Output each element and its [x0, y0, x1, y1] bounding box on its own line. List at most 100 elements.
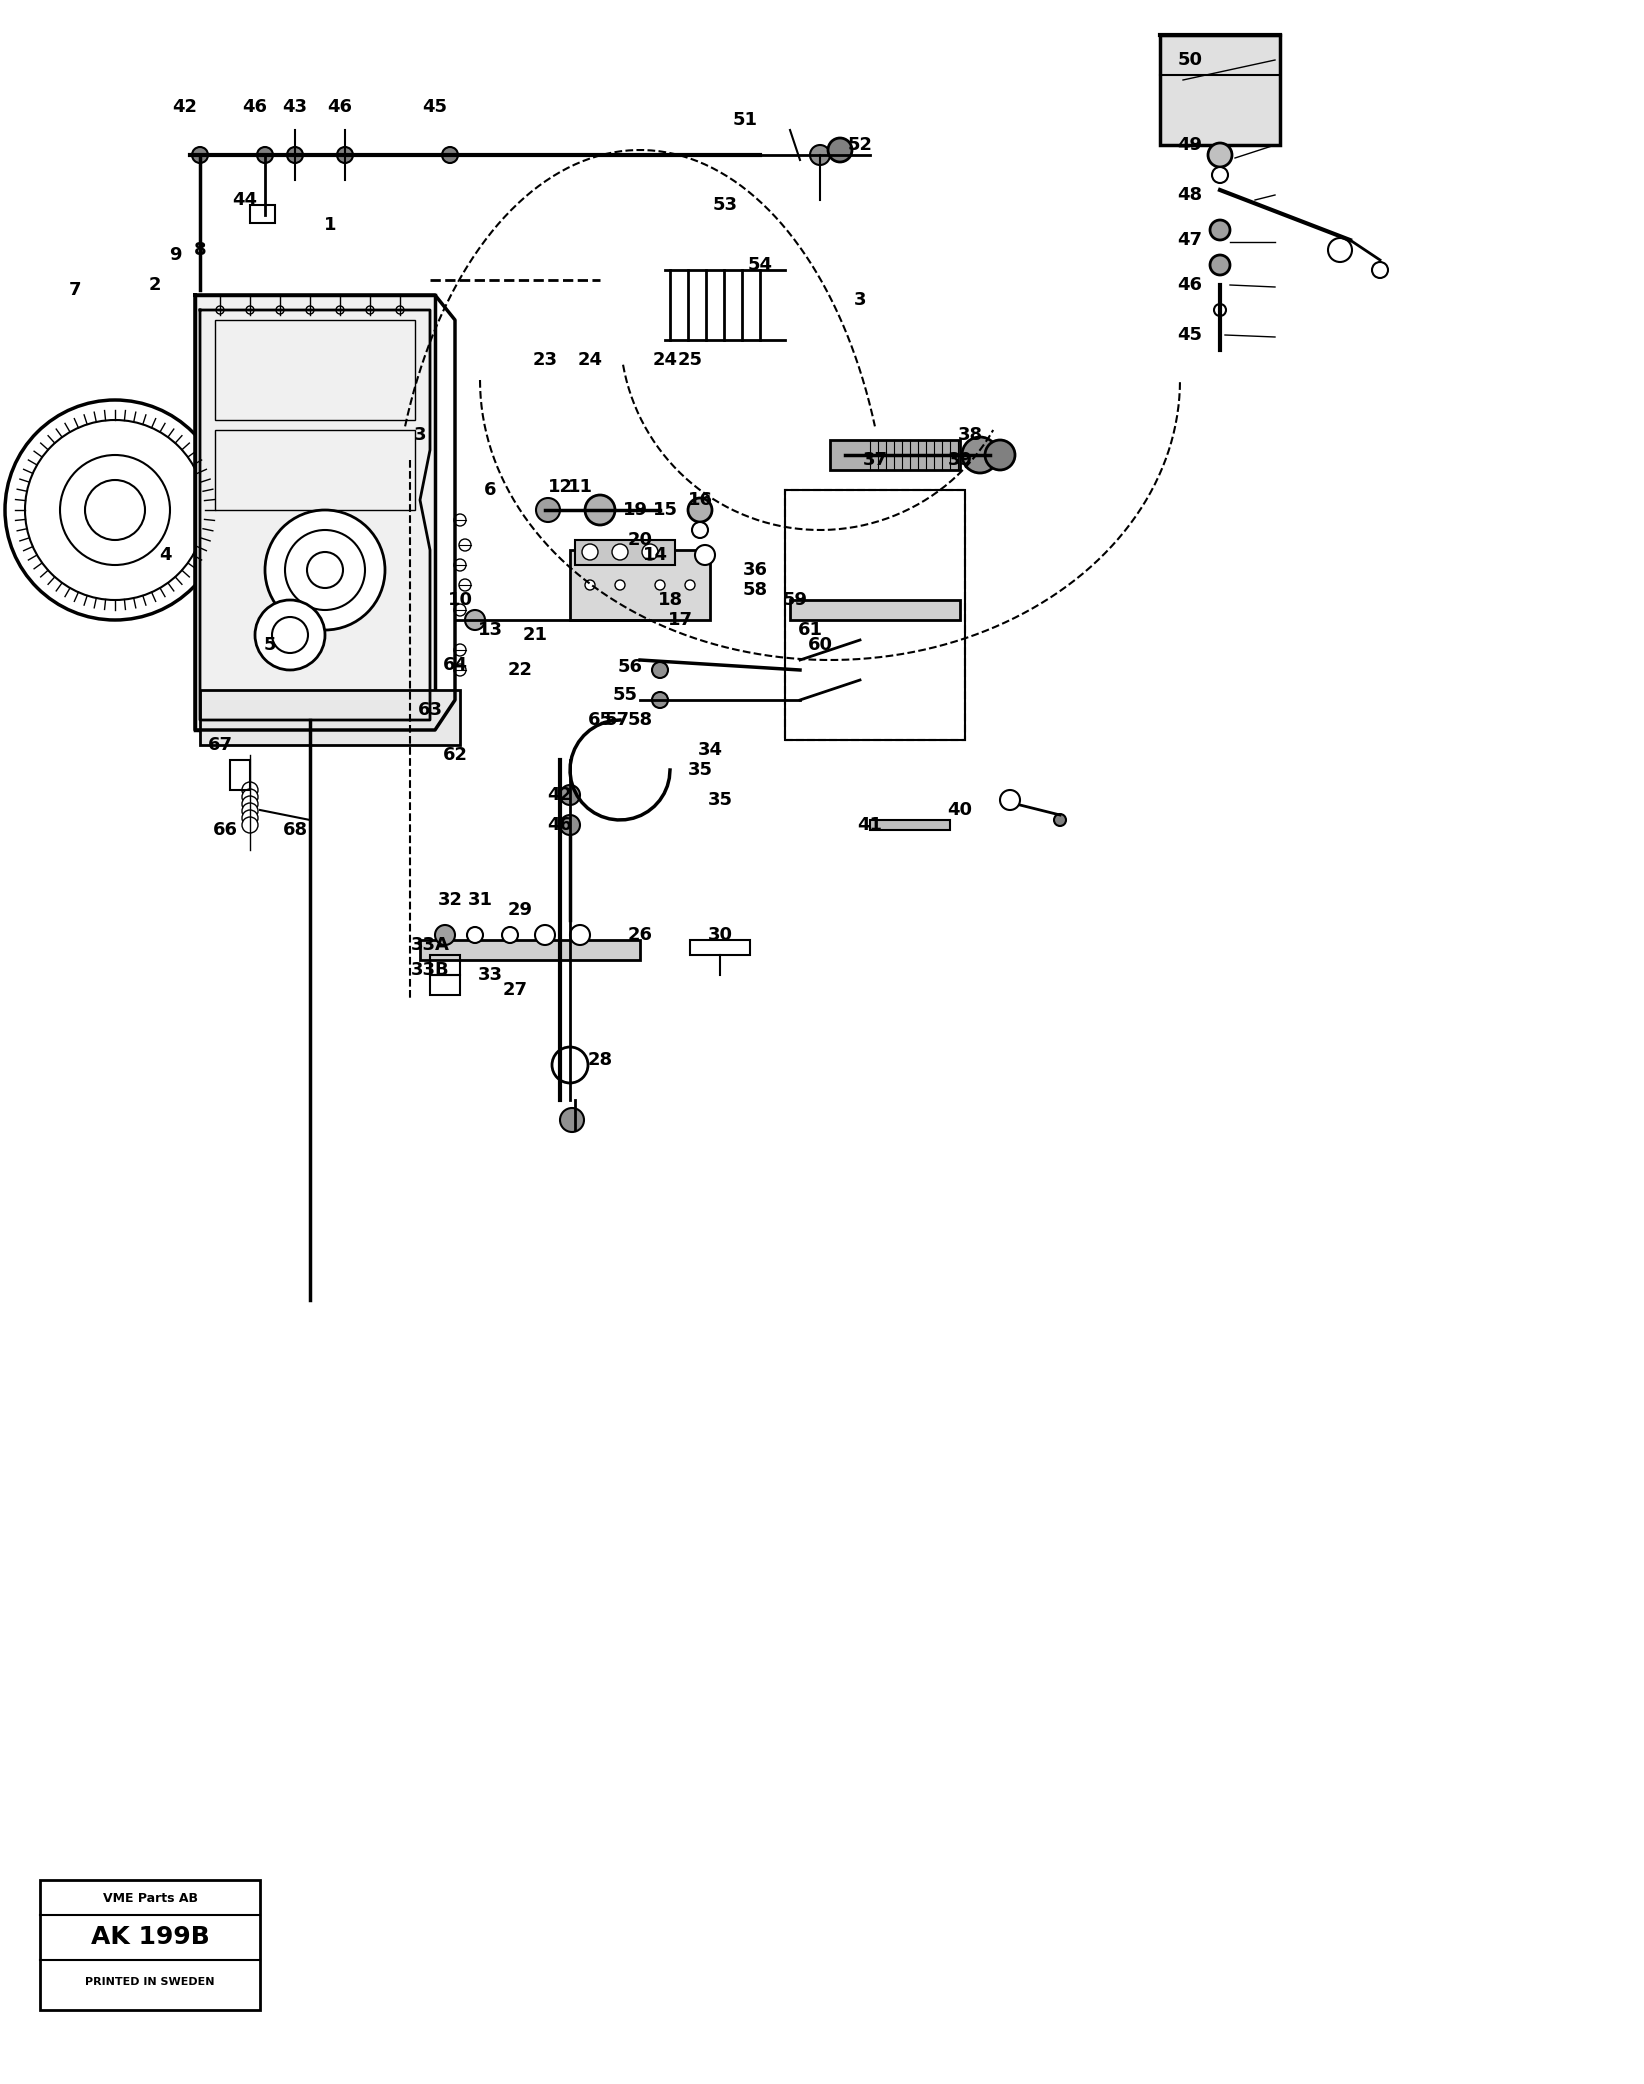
Text: 46: 46 [547, 817, 572, 834]
Circle shape [276, 306, 284, 315]
Text: 58: 58 [743, 581, 768, 598]
Circle shape [288, 148, 302, 163]
Text: 33B: 33B [411, 961, 449, 979]
Circle shape [692, 521, 709, 538]
Text: 49: 49 [1177, 135, 1202, 154]
Circle shape [436, 925, 455, 944]
Text: 46: 46 [1177, 275, 1202, 294]
Text: PRINTED IN SWEDEN: PRINTED IN SWEDEN [85, 1978, 215, 1986]
Text: 37: 37 [863, 450, 888, 469]
Circle shape [985, 440, 1014, 471]
Text: 47: 47 [1177, 231, 1202, 248]
Bar [690, 940, 750, 954]
Text: 12: 12 [547, 477, 572, 496]
Circle shape [534, 925, 556, 944]
Circle shape [337, 148, 353, 163]
Circle shape [810, 146, 830, 165]
Circle shape [1213, 304, 1226, 317]
Circle shape [454, 665, 465, 675]
Circle shape [1212, 167, 1228, 183]
Circle shape [242, 790, 258, 804]
Circle shape [459, 540, 470, 550]
Circle shape [5, 400, 225, 621]
Text: 7: 7 [69, 281, 81, 298]
Circle shape [1328, 238, 1351, 263]
Circle shape [582, 544, 598, 561]
Text: 25: 25 [677, 350, 702, 369]
Circle shape [396, 306, 404, 315]
Circle shape [1373, 263, 1388, 277]
Circle shape [1208, 144, 1231, 167]
Text: 67: 67 [207, 736, 232, 754]
Circle shape [1210, 221, 1230, 240]
Text: 52: 52 [848, 135, 873, 154]
Circle shape [454, 644, 465, 656]
Circle shape [242, 802, 258, 819]
Circle shape [1210, 254, 1230, 275]
Circle shape [265, 511, 385, 629]
Circle shape [85, 479, 145, 540]
Text: 57: 57 [605, 711, 630, 729]
Text: 55: 55 [613, 686, 638, 704]
Text: 39: 39 [947, 450, 973, 469]
Text: 29: 29 [508, 900, 533, 919]
Circle shape [242, 782, 258, 798]
Bar [431, 954, 460, 975]
Text: 24: 24 [653, 350, 677, 369]
Circle shape [615, 579, 625, 590]
Circle shape [654, 579, 666, 590]
Circle shape [643, 544, 658, 561]
Circle shape [367, 306, 373, 315]
Text: 20: 20 [628, 531, 653, 548]
Bar [870, 819, 950, 829]
Text: 22: 22 [508, 661, 533, 679]
Bar [215, 321, 414, 421]
Text: 11: 11 [567, 477, 592, 496]
Text: 26: 26 [628, 925, 653, 944]
Text: 2: 2 [148, 275, 161, 294]
Text: 19: 19 [623, 500, 648, 519]
Text: 15: 15 [653, 500, 677, 519]
Text: AK 199B: AK 199B [90, 1926, 209, 1949]
Text: 44: 44 [232, 192, 258, 208]
Circle shape [242, 811, 258, 825]
Text: 45: 45 [423, 98, 447, 117]
Circle shape [59, 454, 169, 565]
Circle shape [454, 604, 465, 617]
Bar [575, 540, 676, 565]
Circle shape [306, 306, 314, 315]
Text: 33A: 33A [411, 936, 449, 954]
Bar [830, 440, 960, 471]
Text: 13: 13 [477, 621, 503, 640]
Circle shape [552, 1046, 589, 1084]
Circle shape [1000, 790, 1019, 811]
Text: 35: 35 [687, 761, 712, 779]
Text: 17: 17 [667, 611, 692, 629]
Circle shape [454, 559, 465, 571]
Text: 61: 61 [797, 621, 822, 640]
Text: 31: 31 [467, 892, 493, 909]
Bar [250, 204, 275, 223]
Text: 1: 1 [324, 217, 337, 233]
Bar [39, 1880, 260, 2009]
Circle shape [561, 1109, 584, 1132]
Text: 46: 46 [243, 98, 268, 117]
Text: 32: 32 [437, 892, 462, 909]
Circle shape [465, 611, 485, 629]
Circle shape [442, 148, 459, 163]
Text: 38: 38 [957, 425, 983, 444]
Text: 51: 51 [733, 110, 758, 129]
Text: 53: 53 [712, 196, 738, 215]
Text: 23: 23 [533, 350, 557, 369]
Text: 56: 56 [618, 659, 643, 675]
Circle shape [284, 529, 365, 611]
Text: 54: 54 [748, 256, 773, 273]
Bar [196, 296, 436, 729]
Text: 3: 3 [853, 292, 866, 308]
Circle shape [335, 306, 344, 315]
Circle shape [536, 498, 561, 521]
Text: 40: 40 [947, 800, 973, 819]
Text: 59: 59 [783, 592, 807, 609]
Text: 42: 42 [547, 786, 572, 804]
Text: 62: 62 [442, 746, 467, 765]
